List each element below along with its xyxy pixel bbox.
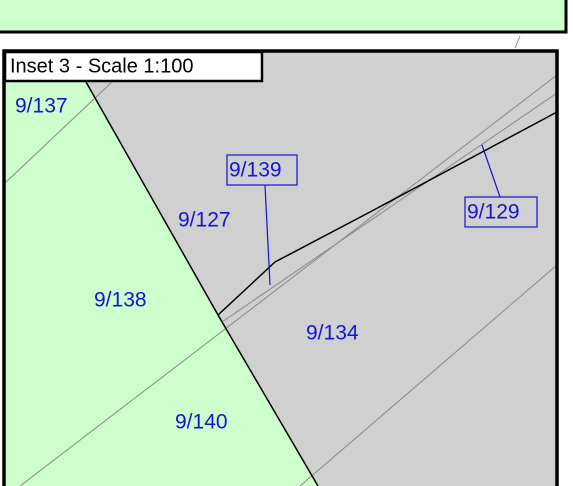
boundary [217, 111, 558, 316]
inset-title: Inset 3 - Scale 1:100 [10, 55, 193, 77]
boundary-thin [299, 264, 558, 486]
parcel-label: 9/137 [15, 95, 68, 118]
parcel-label: 9/140 [175, 411, 228, 434]
label-box [226, 154, 298, 186]
grey-parcel [86, 51, 557, 486]
label-box [464, 196, 538, 228]
leader-line [481, 144, 501, 198]
parcel-label: 9/139 [229, 159, 282, 182]
parcel-label: 9/129 [467, 201, 520, 224]
leader-line [264, 184, 271, 286]
boundary-thin [221, 92, 558, 323]
top-panel [0, 0, 566, 32]
top-panel-border [0, 0, 568, 34]
inset-frame [2, 49, 559, 486]
inset-title-box [3, 50, 264, 83]
faint-line [514, 35, 521, 49]
parcel-label: 9/134 [306, 322, 359, 345]
boundary-thin [19, 74, 558, 486]
boundary-thin [4, 81, 113, 184]
parcel-label: 9/138 [94, 289, 147, 312]
parcel-label: 9/127 [178, 209, 231, 232]
